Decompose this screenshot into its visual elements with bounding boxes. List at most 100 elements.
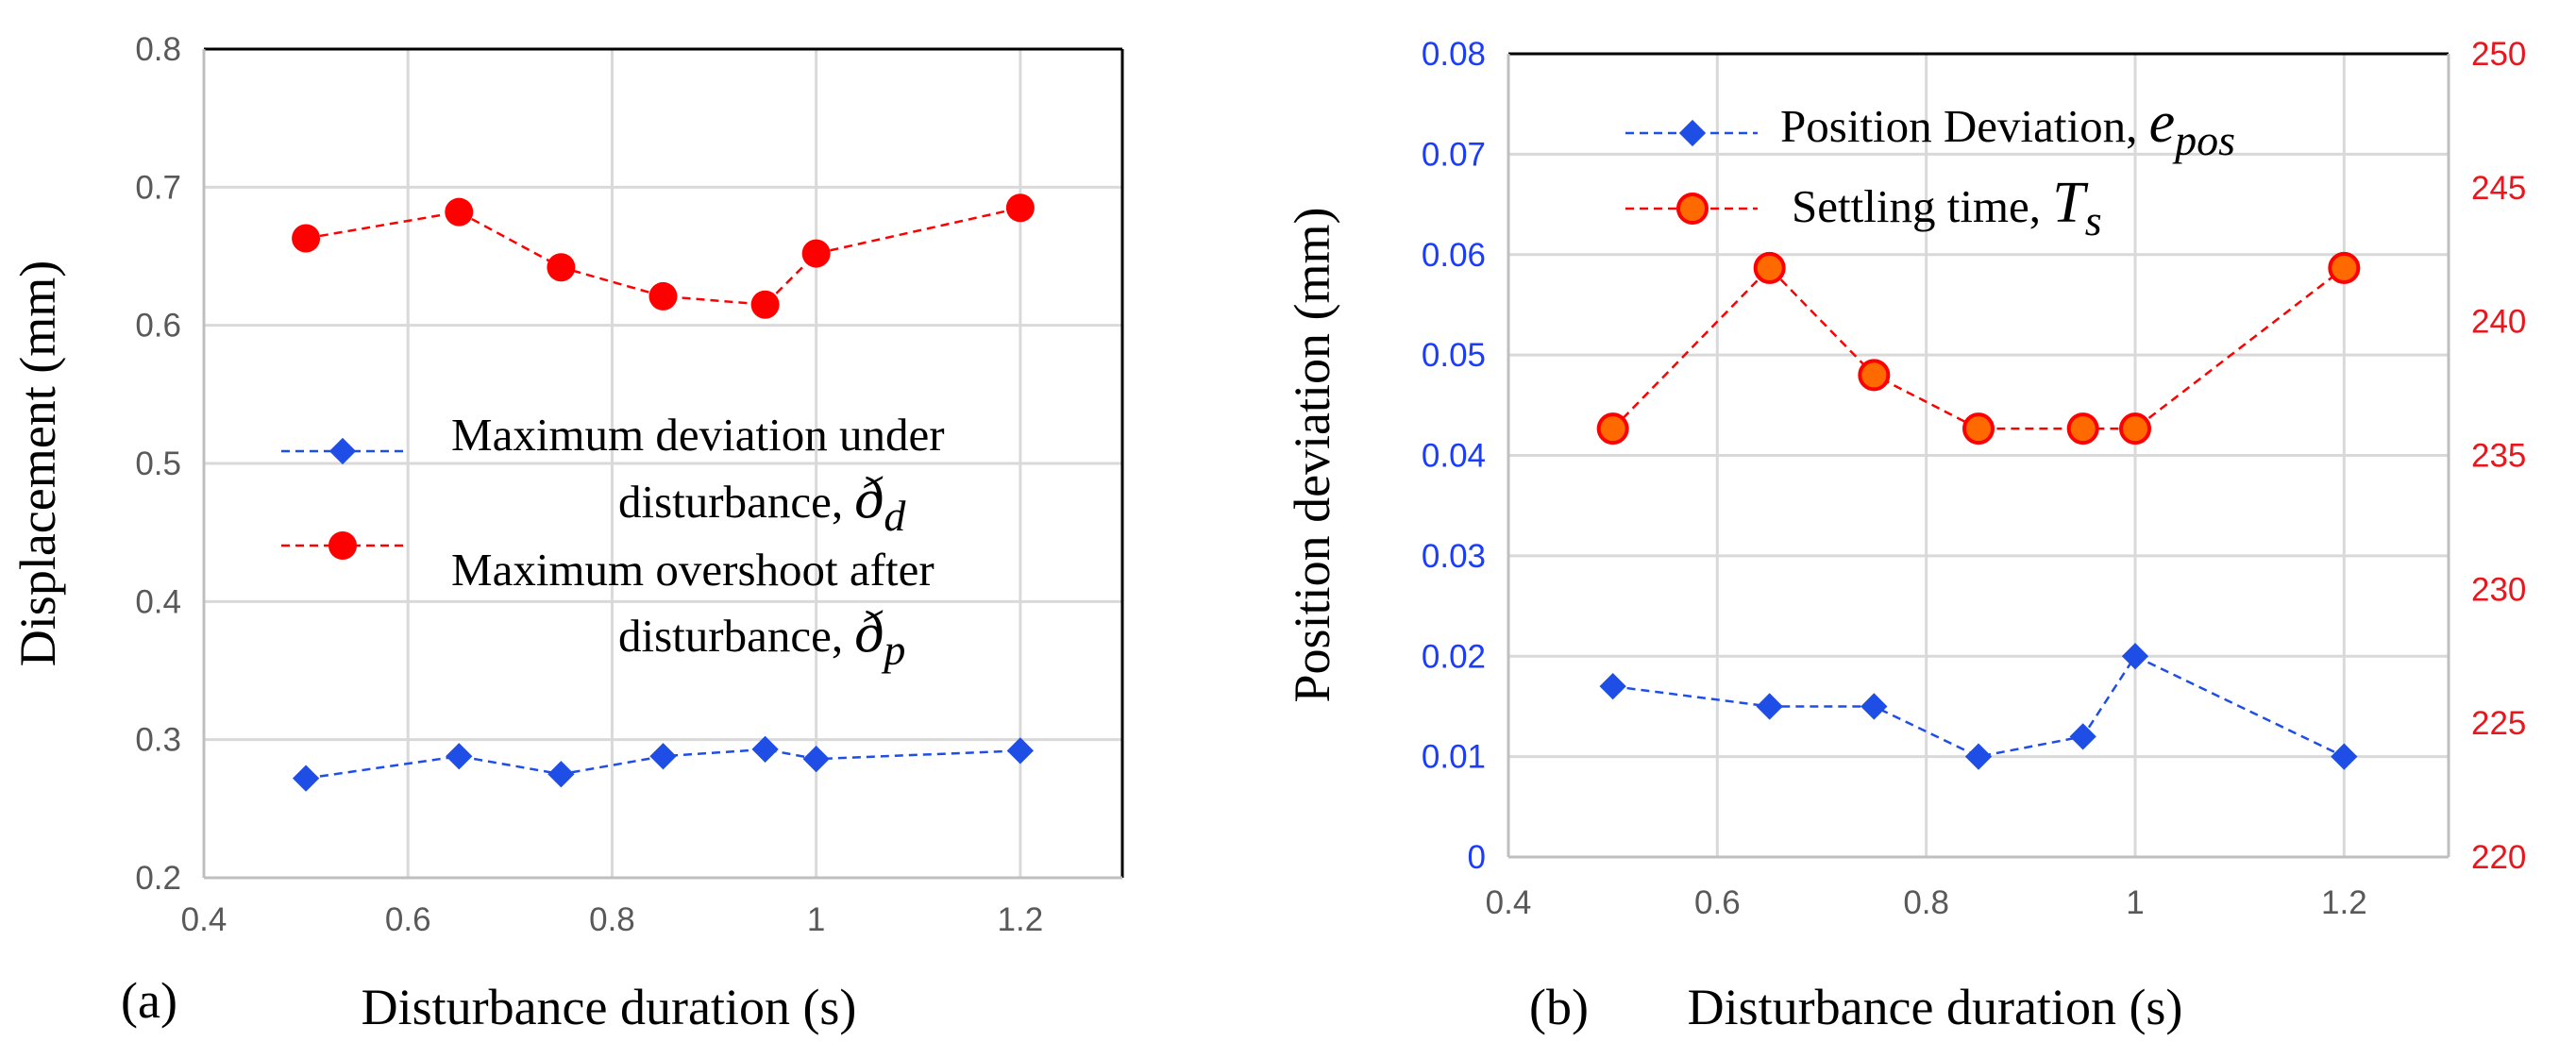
chart-a-x-tick-label: 1.2 — [998, 901, 1044, 938]
chart-a-series — [292, 193, 1035, 792]
legend-b-red-marker — [1676, 193, 1709, 225]
chart-a-series-1-point — [292, 765, 320, 792]
chart-a-series-2-point — [801, 239, 831, 268]
legend-a-series-1-symbol: ð — [854, 466, 884, 530]
chart-b-left-tick-label: 0.06 — [1422, 237, 1486, 274]
chart-b-x-tick-label: 1 — [2126, 884, 2144, 921]
chart-a-y-title: Displacement (mm) — [9, 260, 66, 666]
legend-a-series-2-text: disturbance, — [618, 610, 854, 662]
legend-b-series-1-symbol: e — [2149, 91, 2176, 155]
chart-b-left-tick-label: 0.08 — [1422, 36, 1486, 73]
chart-a-series-2-point — [750, 290, 780, 319]
chart-b-series-1-point — [1599, 673, 1626, 700]
chart-b-series-2-point — [2066, 412, 2099, 445]
chart-a-y-tick-label: 0.5 — [135, 445, 181, 482]
chart-a-x-title: Disturbance duration (s) — [362, 979, 857, 1035]
chart-b-right-ticks: 220 225 230 235 240 245 250 — [2471, 36, 2526, 876]
chart-b-right-tick-label: 225 — [2471, 705, 2526, 742]
chart-b-x-tick-label: 0.4 — [1486, 884, 1532, 921]
chart-b-series-2-point — [2119, 412, 2151, 445]
chart-b-left-tick-label: 0.03 — [1422, 538, 1486, 575]
chart-b-left-tick-label: 0 — [1468, 839, 1486, 876]
chart-a-x-tick-label: 0.4 — [181, 901, 227, 938]
chart-a-y-tick-label: 0.2 — [135, 860, 181, 897]
legend-a-blue-marker — [328, 437, 357, 465]
chart-a-x-tick-label: 1 — [807, 901, 825, 938]
legend-b-series-2-symbol: T — [2052, 171, 2089, 235]
chart-b-left-tick-label: 0.05 — [1422, 337, 1486, 374]
chart-b-series-1-point — [1860, 693, 1888, 720]
chart-b-x-tick-label: 0.6 — [1694, 884, 1741, 921]
chart-b-series-1-point — [2069, 723, 2096, 750]
chart-b-series-2-point — [1962, 412, 1995, 445]
chart-b-left-tick-label: 0.07 — [1422, 136, 1486, 173]
legend-b-series-2-subscript: s — [2085, 196, 2102, 244]
chart-a-y-tick-label: 0.8 — [135, 31, 181, 68]
chart-b-right-tick-label: 220 — [2471, 839, 2526, 876]
chart-b-series-2-point — [1858, 359, 1891, 392]
chart-a-series-2-point — [1005, 193, 1035, 223]
chart-b-x-ticks: 0.4 0.6 0.8 1 1.2 — [1486, 884, 2367, 921]
chart-b-left-tick-label: 0.01 — [1422, 739, 1486, 776]
chart-a-series-2-point — [648, 281, 678, 311]
chart-a-y-ticks: 0.2 0.3 0.4 0.5 0.6 0.7 0.8 — [135, 31, 181, 897]
chart-b-series — [1596, 251, 2361, 770]
legend-a-series-1-line-2: disturbance, ðd — [618, 466, 906, 540]
legend-b-blue-marker — [1678, 119, 1707, 147]
chart-a-x-tick-label: 0.8 — [589, 901, 635, 938]
chart-a-series-1-point — [446, 743, 473, 770]
chart-a-y-tick-label: 0.3 — [135, 722, 181, 759]
chart-b-x-tick-label: 1.2 — [2321, 884, 2367, 921]
chart-b-left-ticks: 0 0.01 0.02 0.03 0.04 0.05 0.06 0.07 0.08 — [1422, 36, 1486, 876]
legend-a-series-2-line-2: disturbance, ðp — [618, 600, 905, 674]
legend-b-series-2: Settling time, Ts — [1792, 171, 2102, 244]
legend-a-series-2-line-1: Maximum overshoot after — [451, 544, 934, 596]
chart-b-series-1-point — [1964, 743, 1993, 770]
chart-b-y-title: Position deviation (mm) — [1284, 208, 1340, 703]
chart-b-x-tick-label: 0.8 — [1903, 884, 1949, 921]
legend-a-series-2-subscript: p — [881, 626, 905, 674]
chart-b-grid — [1508, 52, 2449, 857]
chart-b-series-1-point — [2331, 743, 2358, 770]
chart-b-right-tick-label: 230 — [2471, 571, 2526, 608]
chart-a-y-tick-label: 0.7 — [135, 169, 181, 206]
chart-a-series-2-point — [547, 253, 576, 282]
chart-a-series-2-point — [445, 197, 474, 227]
chart-b-left-tick-label: 0.04 — [1422, 438, 1486, 475]
legend-a-series-1-subscript: d — [884, 492, 906, 540]
chart-a-series-1-point — [802, 746, 830, 773]
chart-b-series-2-point — [2328, 251, 2361, 284]
chart-b-series-1-line — [1612, 654, 2345, 758]
chart-b-series-2-point — [1753, 251, 1786, 284]
chart-b-right-tick-label: 235 — [2471, 438, 2526, 475]
legend-a-red-marker — [328, 531, 357, 560]
chart-a-x-ticks: 0.4 0.6 0.8 1 1.2 — [181, 901, 1044, 938]
chart-a-x-tick-label: 0.6 — [385, 901, 431, 938]
legend-b-series-1-subscript: pos — [2172, 116, 2235, 164]
legend-b-series-1: Position Deviation, epos — [1780, 91, 2235, 164]
chart-a: 0.2 0.3 0.4 0.5 0.6 0.7 0.8 0.4 0.6 0.8 1 1.2 Maxi… — [9, 31, 1124, 1035]
chart-a-y-tick-label: 0.4 — [135, 583, 181, 620]
chart-b-series-2-line — [1611, 266, 2346, 430]
legend-b-series-2-text: Settling time, — [1792, 180, 2052, 232]
chart-b-legend: Position Deviation, epos Settling time, … — [1625, 91, 2235, 244]
chart-b-panel-label: (b) — [1529, 979, 1589, 1035]
chart-b: 0 0.01 0.02 0.03 0.04 0.05 0.06 0.07 0.08 220 225… — [1284, 36, 2526, 1035]
chart-a-series-1-point — [547, 761, 575, 788]
chart-a-series-1-point — [1006, 737, 1035, 765]
chart-b-right-tick-label: 245 — [2471, 170, 2526, 207]
chart-b-right-tick-label: 240 — [2471, 304, 2526, 341]
legend-b-series-1-text: Position Deviation, — [1780, 100, 2149, 152]
chart-b-left-tick-label: 0.02 — [1422, 638, 1486, 675]
chart-a-y-tick-label: 0.6 — [135, 308, 181, 345]
chart-b-series-2-point — [1596, 412, 1629, 445]
chart-a-legend: Maximum deviation under disturbance, ðd … — [281, 409, 945, 674]
legend-a-series-1-line-1: Maximum deviation under — [451, 409, 945, 461]
chart-b-series-1-point — [1756, 693, 1783, 720]
legend-a-series-1-text: disturbance, — [618, 476, 854, 528]
chart-b-right-tick-label: 250 — [2471, 36, 2526, 73]
legend-a-series-2-symbol: ð — [854, 600, 884, 664]
chart-a-series-1-point — [751, 735, 779, 764]
chart-b-x-title: Disturbance duration (s) — [1688, 979, 2183, 1035]
